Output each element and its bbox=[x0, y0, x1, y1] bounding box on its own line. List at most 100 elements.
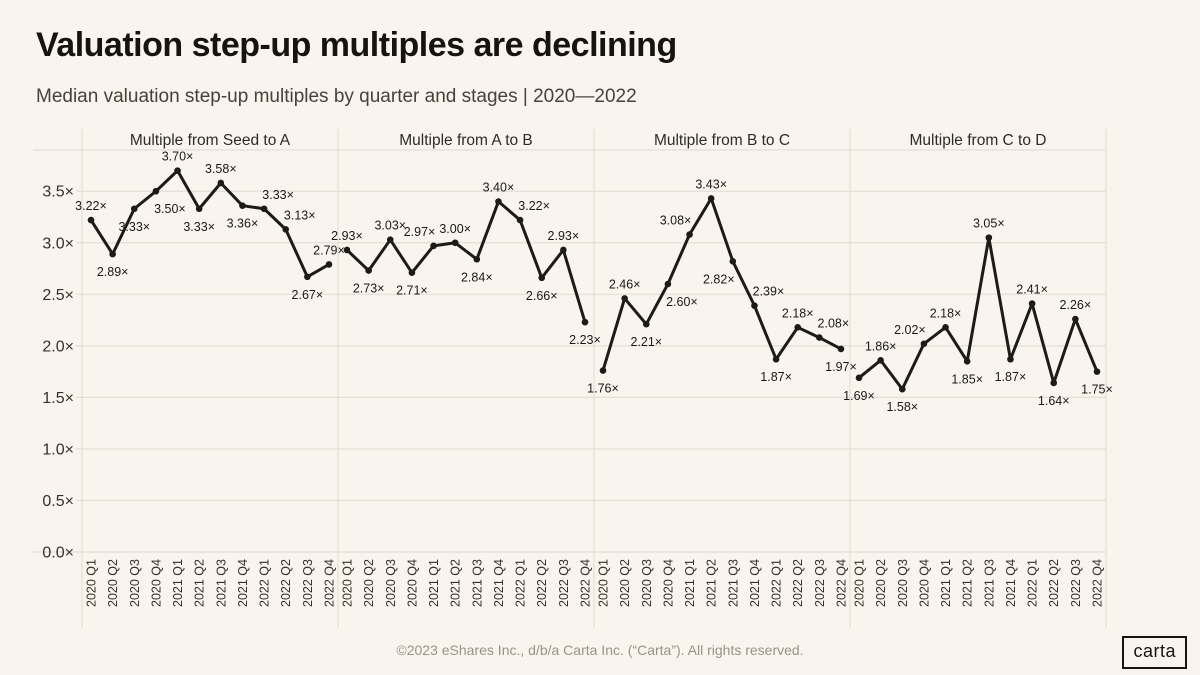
data-label: 2.89× bbox=[97, 265, 129, 279]
data-point bbox=[325, 261, 333, 268]
x-tick-label: 2022 Q1 bbox=[770, 559, 784, 607]
y-tick-label: 0.0× bbox=[42, 545, 74, 562]
data-label: 1.86× bbox=[865, 339, 897, 353]
data-label: 1.58× bbox=[886, 400, 918, 414]
data-point bbox=[963, 358, 971, 365]
data-point bbox=[386, 236, 394, 243]
data-label: 3.33× bbox=[118, 220, 150, 234]
x-tick-label: 2020 Q1 bbox=[597, 559, 611, 607]
data-label: 2.79× bbox=[313, 243, 345, 257]
data-point bbox=[877, 356, 884, 364]
data-label: 1.87× bbox=[760, 370, 792, 384]
x-tick-label: 2021 Q3 bbox=[982, 559, 996, 607]
data-label: 2.21× bbox=[630, 335, 662, 349]
panel-title: Multiple from C to D bbox=[910, 132, 1047, 149]
data-point bbox=[664, 280, 672, 288]
x-tick-label: 2022 Q1 bbox=[258, 559, 272, 607]
data-point bbox=[217, 179, 225, 187]
y-tick-label: 3.0× bbox=[42, 235, 74, 252]
data-point bbox=[794, 323, 802, 331]
x-tick-label: 2020 Q4 bbox=[917, 559, 931, 607]
data-point bbox=[109, 250, 116, 258]
data-point bbox=[642, 320, 650, 328]
data-label: 2.41× bbox=[1016, 283, 1048, 297]
x-tick-label: 2022 Q4 bbox=[323, 559, 337, 607]
x-tick-label: 2022 Q4 bbox=[579, 559, 593, 607]
data-point bbox=[87, 216, 95, 224]
data-point bbox=[729, 258, 737, 265]
x-tick-label: 2021 Q4 bbox=[1004, 559, 1018, 607]
x-tick-label: 2021 Q2 bbox=[449, 559, 463, 607]
data-point bbox=[495, 198, 502, 205]
data-point bbox=[130, 205, 138, 213]
data-point bbox=[152, 187, 160, 195]
data-label: 2.02× bbox=[894, 323, 926, 337]
panel-title: Multiple from B to C bbox=[654, 132, 790, 149]
y-tick-label: 2.0× bbox=[42, 338, 74, 355]
x-tick-label: 2022 Q4 bbox=[1091, 559, 1105, 607]
data-label: 1.87× bbox=[995, 370, 1027, 384]
x-tick-label: 2021 Q4 bbox=[236, 559, 250, 607]
data-label: 3.13× bbox=[284, 208, 316, 222]
x-tick-label: 2021 Q1 bbox=[427, 559, 441, 607]
data-label: 2.60× bbox=[666, 295, 698, 309]
data-label: 2.26× bbox=[1060, 298, 1092, 312]
x-tick-label: 2020 Q4 bbox=[405, 559, 419, 607]
data-point bbox=[837, 345, 845, 353]
x-tick-label: 2021 Q1 bbox=[171, 559, 185, 607]
x-tick-label: 2020 Q1 bbox=[853, 559, 867, 607]
data-point bbox=[599, 367, 607, 374]
data-point bbox=[365, 267, 372, 274]
y-tick-label: 2.5× bbox=[42, 287, 74, 304]
data-label: 1.85× bbox=[951, 372, 983, 386]
x-tick-label: 2022 Q1 bbox=[1026, 559, 1040, 607]
data-point bbox=[920, 340, 928, 348]
data-point bbox=[1093, 368, 1101, 375]
data-point bbox=[1072, 315, 1079, 323]
y-tick-label: 1.5× bbox=[42, 390, 74, 407]
x-tick-label: 2021 Q1 bbox=[939, 559, 953, 607]
data-point bbox=[195, 205, 203, 213]
data-label: 2.97× bbox=[404, 225, 436, 239]
x-tick-label: 2020 Q3 bbox=[384, 559, 398, 607]
data-point bbox=[239, 202, 246, 209]
data-label: 1.64× bbox=[1038, 394, 1070, 408]
data-point bbox=[282, 226, 290, 233]
data-point bbox=[751, 302, 758, 309]
page-title: Valuation step-up multiples are declinin… bbox=[36, 26, 677, 64]
data-point bbox=[1007, 355, 1014, 363]
data-point bbox=[260, 205, 268, 213]
x-tick-label: 2020 Q2 bbox=[106, 559, 120, 607]
series-line bbox=[601, 196, 843, 373]
x-tick-label: 2020 Q2 bbox=[618, 559, 632, 607]
data-point bbox=[408, 269, 416, 276]
data-label: 3.36× bbox=[227, 217, 259, 231]
series-line bbox=[857, 236, 1099, 391]
x-tick-label: 2022 Q3 bbox=[1069, 559, 1083, 607]
data-label: 2.08× bbox=[818, 317, 850, 331]
x-tick-label: 2022 Q2 bbox=[791, 559, 805, 607]
x-tick-label: 2020 Q2 bbox=[874, 559, 888, 607]
data-label: 2.67× bbox=[292, 288, 324, 302]
data-label: 2.18× bbox=[930, 306, 962, 320]
copyright-text: ©2023 eShares Inc., d/b/a Carta Inc. (“C… bbox=[396, 642, 804, 658]
data-point bbox=[621, 295, 628, 302]
carta-logo: carta bbox=[1122, 636, 1187, 670]
panel-title: Multiple from Seed to A bbox=[130, 132, 291, 149]
data-label: 2.71× bbox=[396, 284, 428, 298]
x-tick-label: 2021 Q2 bbox=[705, 559, 719, 607]
page-subtitle: Median valuation step-up multiples by qu… bbox=[36, 86, 637, 107]
data-point bbox=[304, 273, 311, 281]
x-tick-label: 2022 Q3 bbox=[301, 559, 315, 607]
x-tick-label: 2022 Q4 bbox=[835, 559, 849, 607]
x-tick-label: 2020 Q3 bbox=[640, 559, 654, 607]
data-point bbox=[343, 246, 351, 254]
x-tick-label: 2022 Q2 bbox=[279, 559, 293, 607]
x-tick-label: 2021 Q4 bbox=[748, 559, 762, 607]
data-label: 2.46× bbox=[609, 277, 641, 291]
data-label: 3.70× bbox=[162, 150, 194, 164]
data-point bbox=[516, 216, 524, 224]
data-label: 3.33× bbox=[183, 220, 215, 234]
data-point bbox=[430, 242, 437, 250]
data-point bbox=[174, 167, 181, 174]
